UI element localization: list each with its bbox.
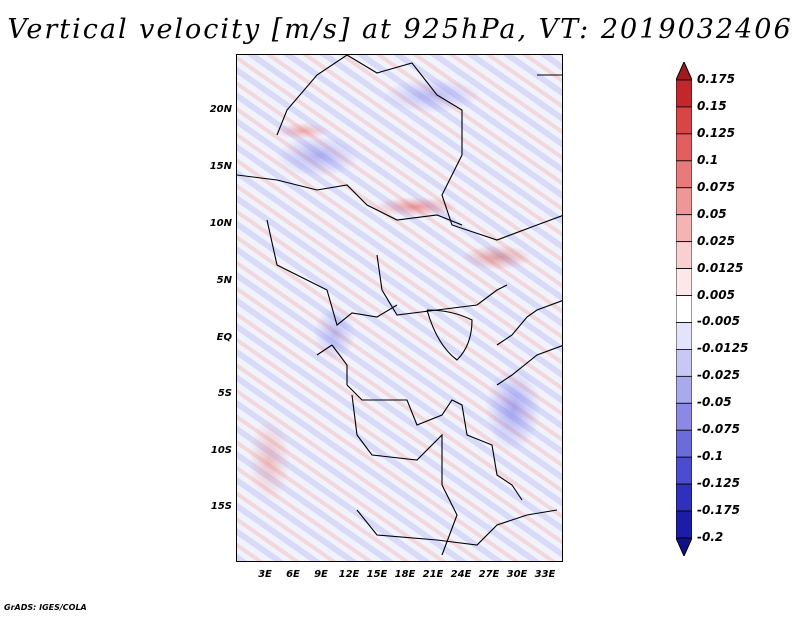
- colorbar-label: 0.125: [697, 125, 735, 140]
- x-tick-30e: 30E: [506, 569, 528, 580]
- colorbar-label: -0.05: [697, 395, 732, 410]
- x-tick-33e: 33E: [534, 569, 556, 580]
- colorbar-swatch: [676, 268, 692, 296]
- colorbar-swatch: [676, 106, 692, 135]
- y-tick-10n: 10N: [209, 218, 232, 229]
- colorbar-label: 0.005: [697, 287, 735, 302]
- y-tick-10s: 10S: [210, 445, 232, 456]
- border-sahel: [237, 174, 463, 226]
- y-tick-15n: 15N: [209, 161, 232, 172]
- x-tick-27e: 27E: [478, 569, 500, 580]
- colorbar-swatch: [676, 510, 692, 539]
- colorbar-label: 0.05: [697, 206, 727, 221]
- colorbar-swatch: [676, 133, 692, 162]
- x-tick-3e: 3E: [258, 569, 272, 580]
- y-tick-20n: 20N: [209, 104, 232, 115]
- y-tick-5s: 5S: [217, 388, 232, 399]
- colorbar-swatch: [676, 79, 692, 108]
- colorbar-label: -0.025: [697, 368, 740, 383]
- colorbar-swatch: [676, 375, 692, 404]
- chart-title: Vertical velocity [m/s] at 925hPa, VT: 2…: [7, 14, 793, 45]
- colorbar-swatch: [676, 483, 692, 512]
- colorbar-label: -0.175: [697, 503, 740, 518]
- colorbar-swatch: [676, 241, 692, 269]
- border-central: [376, 254, 508, 316]
- colorbar-label: -0.0125: [697, 341, 749, 356]
- colorbar-label: 0.075: [697, 179, 735, 194]
- border-sw: [316, 344, 348, 385]
- colorbar-label: 0.025: [697, 233, 735, 248]
- colorbar-swatch: [676, 349, 692, 377]
- x-tick-15e: 15E: [366, 569, 388, 580]
- colorbar-label: 0.1: [697, 152, 719, 167]
- country-borders: [237, 55, 562, 556]
- colorbar-label: -0.2: [697, 530, 724, 544]
- colorbar-bottom-arrow: [676, 537, 692, 556]
- x-tick-12e: 12E: [338, 569, 360, 580]
- lake-outline: [426, 309, 473, 361]
- border-north: [276, 55, 562, 241]
- border-congo: [346, 384, 523, 501]
- colorbar-top-arrow: [676, 62, 692, 81]
- colorbar-swatch: [676, 160, 692, 189]
- colorbar-label: -0.125: [697, 476, 740, 491]
- x-tick-6e: 6E: [286, 569, 300, 580]
- x-tick-24e: 24E: [450, 569, 472, 580]
- border-south: [356, 509, 558, 546]
- colorbar: [676, 62, 692, 556]
- colorbar-swatch: [676, 214, 692, 243]
- colorbar-swatch: [676, 456, 692, 485]
- colorbar-label: -0.075: [697, 422, 740, 437]
- colorbar-label: 0.0125: [697, 260, 744, 275]
- colorbar-swatch: [676, 187, 692, 216]
- grads-credit: GrADS: IGES/COLA: [4, 603, 87, 612]
- colorbar-swatch: [676, 402, 692, 431]
- y-tick-eq: EQ: [216, 332, 232, 343]
- x-tick-21e: 21E: [422, 569, 444, 580]
- colorbar-label: 0.175: [697, 72, 735, 86]
- x-tick-9e: 9E: [314, 569, 328, 580]
- colorbar-swatch: [676, 322, 692, 350]
- colorbar-label: -0.005: [697, 314, 740, 329]
- colorbar-swatch: [676, 295, 692, 323]
- colorbar-swatches: [676, 79, 692, 539]
- x-tick-18e: 18E: [394, 569, 416, 580]
- border-angola: [351, 394, 458, 556]
- colorbar-swatch: [676, 429, 692, 458]
- y-tick-15s: 15S: [210, 501, 232, 512]
- y-tick-5n: 5N: [216, 275, 232, 286]
- border-east: [496, 74, 562, 386]
- border-west: [266, 219, 398, 326]
- colorbar-label: 0.15: [697, 98, 727, 113]
- colorbar-label: -0.1: [697, 449, 724, 464]
- map-panel: [236, 54, 563, 562]
